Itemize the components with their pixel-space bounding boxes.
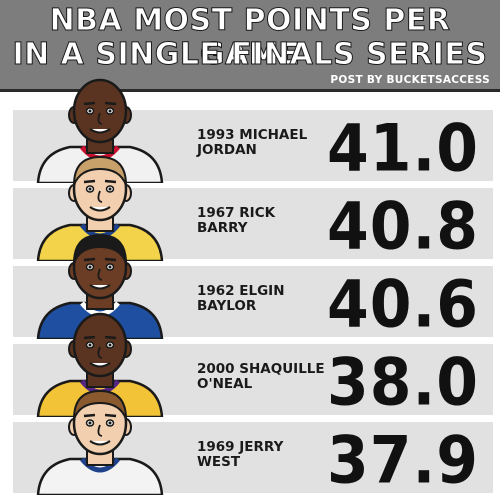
brow-shape — [83, 101, 117, 106]
hair-shape — [73, 155, 127, 186]
page-title-line-2: IN A SINGLE FINALS SERIES — [12, 37, 488, 72]
brow-shape — [83, 335, 117, 340]
player-year-first: 1962 ELGIN — [197, 283, 285, 299]
nose-shape — [97, 346, 103, 359]
head-shape — [72, 78, 128, 144]
page-title-line-1: NBA MOST POINTS PER GAME — [49, 3, 451, 72]
brow-shape — [83, 179, 117, 184]
player-label: 2000 SHAQUILLE O'NEAL — [197, 362, 357, 391]
player-label: 1993 MICHAEL JORDAN — [197, 128, 357, 157]
mouth-shape — [89, 362, 111, 368]
mouth-shape — [89, 284, 111, 290]
points-per-game: 40.6 — [326, 266, 479, 343]
pupil-shape — [108, 421, 112, 425]
brow-shape — [83, 257, 117, 262]
pupil-shape — [88, 421, 92, 425]
mouth-shape — [89, 206, 111, 212]
head-shape — [72, 312, 128, 378]
nose-shape — [97, 424, 103, 437]
nose-shape — [97, 112, 103, 125]
player-label: 1967 RICK BARRY — [197, 206, 357, 235]
hair-shape — [73, 233, 127, 264]
pupil-shape — [108, 187, 112, 191]
post-credit: POST BY BUCKETSACCESS — [330, 74, 490, 86]
player-portrait — [30, 151, 170, 261]
player-label: 1962 ELGIN BAYLOR — [197, 284, 357, 313]
mouth-shape — [89, 440, 111, 446]
points-per-game: 40.8 — [326, 188, 479, 265]
jersey-trim — [80, 457, 120, 473]
pupil-shape — [88, 343, 92, 347]
pupil-shape — [108, 265, 112, 269]
player-year-first: 1993 MICHAEL — [197, 127, 308, 143]
player-last-name: WEST — [197, 453, 241, 470]
player-last-name: BAYLOR — [197, 297, 257, 314]
player-portrait — [30, 307, 170, 417]
player-last-name: BARRY — [197, 219, 248, 236]
points-per-game: 41.0 — [326, 110, 479, 187]
pupil-shape — [108, 343, 112, 347]
player-last-name: O'NEAL — [197, 375, 253, 392]
mouth-shape — [89, 128, 111, 134]
ranking-list: 1993 MICHAEL JORDAN 41.0 1967 RICK BARRY… — [0, 78, 500, 497]
header-banner: NBA MOST POINTS PER GAME IN A SINGLE FIN… — [0, 0, 500, 92]
pupil-shape — [108, 109, 112, 113]
points-per-game: 37.9 — [326, 422, 479, 499]
pupil-shape — [88, 265, 92, 269]
nose-shape — [97, 190, 103, 203]
player-label: 1969 JERRY WEST — [197, 440, 357, 469]
pupil-shape — [88, 187, 92, 191]
brow-shape — [83, 413, 117, 418]
player-portrait — [30, 385, 170, 495]
player-year-first: 1969 JERRY — [197, 439, 284, 455]
player-last-name: JORDAN — [197, 141, 257, 158]
pupil-shape — [88, 109, 92, 113]
hair-shape — [73, 389, 127, 420]
nose-shape — [97, 268, 103, 281]
player-year-first: 1967 RICK — [197, 205, 276, 221]
player-year-first: 2000 SHAQUILLE — [197, 361, 325, 377]
points-per-game: 38.0 — [326, 344, 479, 421]
